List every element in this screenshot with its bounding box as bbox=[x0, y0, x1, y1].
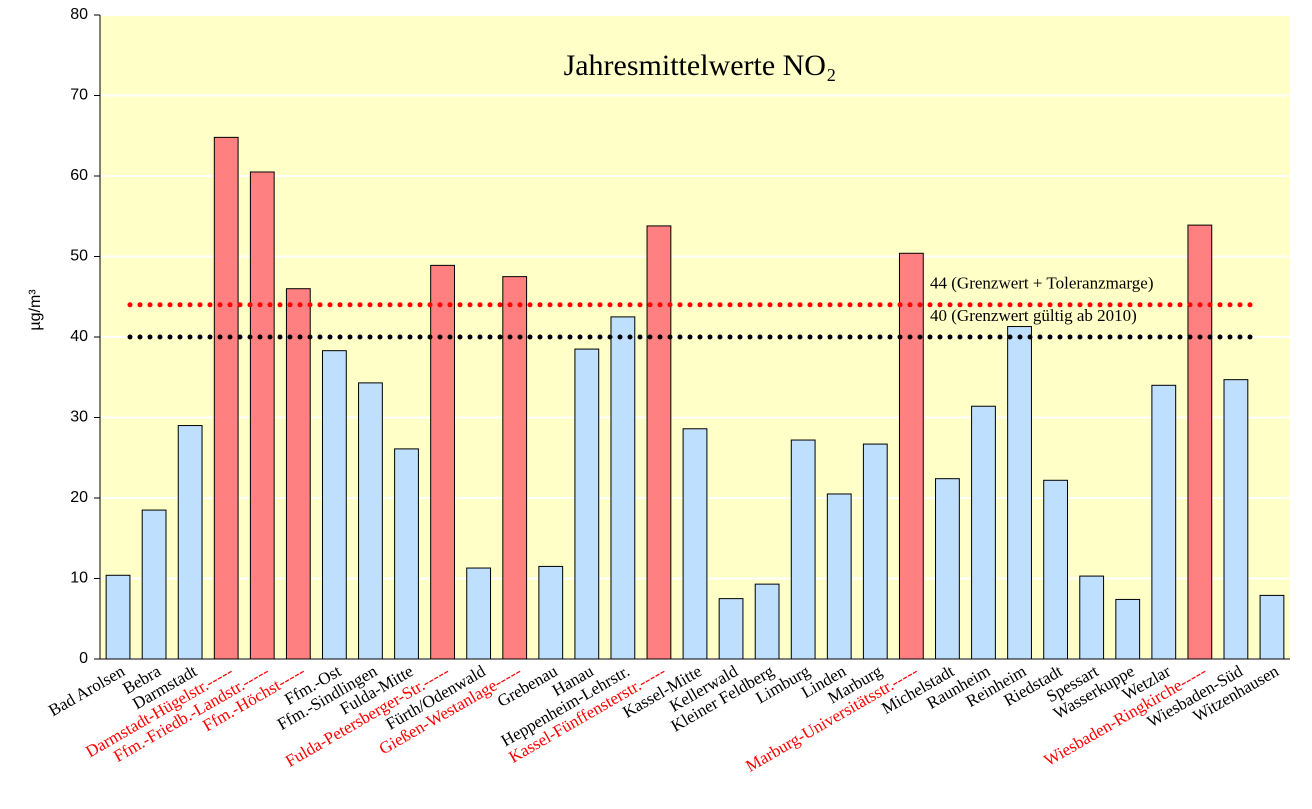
bar bbox=[430, 264, 455, 660]
bar bbox=[574, 348, 600, 660]
bar bbox=[1115, 598, 1141, 660]
bar bbox=[358, 382, 383, 660]
bar bbox=[285, 288, 311, 660]
bar bbox=[935, 478, 960, 660]
bar bbox=[898, 252, 924, 660]
bar bbox=[105, 574, 131, 660]
bar bbox=[1259, 594, 1285, 660]
x-tick-label: Bad Arolsen bbox=[45, 661, 128, 720]
chart-title: Jahresmittelwerte NO₂ bbox=[564, 49, 837, 82]
bar bbox=[1043, 479, 1069, 660]
bar bbox=[177, 425, 203, 660]
y-axis-label: µg/m³ bbox=[27, 289, 44, 331]
reference-label: 40 (Grenzwert gültig ab 2010) bbox=[930, 306, 1137, 325]
bar bbox=[502, 276, 528, 660]
y-tick-label: 40 bbox=[70, 328, 88, 345]
bar bbox=[971, 405, 996, 660]
bar bbox=[1151, 384, 1177, 660]
bar bbox=[718, 598, 744, 660]
y-tick-label: 60 bbox=[70, 167, 88, 184]
y-tick-label: 70 bbox=[70, 87, 88, 104]
y-tick-label: 20 bbox=[70, 489, 88, 506]
bar bbox=[1223, 379, 1249, 660]
bar bbox=[1007, 326, 1032, 660]
y-tick-label: 10 bbox=[70, 570, 88, 587]
bar bbox=[213, 136, 239, 660]
y-tick-label: 80 bbox=[70, 6, 88, 23]
bar bbox=[826, 493, 852, 660]
bar bbox=[249, 171, 275, 660]
bar bbox=[321, 350, 347, 660]
bar bbox=[682, 428, 708, 660]
y-tick-label: 0 bbox=[79, 650, 88, 667]
bar bbox=[538, 565, 564, 660]
bar bbox=[790, 439, 816, 660]
bar bbox=[754, 583, 780, 660]
bar bbox=[610, 316, 636, 660]
y-tick-label: 30 bbox=[70, 409, 88, 426]
y-tick-label: 50 bbox=[70, 248, 88, 265]
bar bbox=[141, 509, 167, 660]
bar bbox=[1079, 575, 1105, 660]
bar bbox=[1187, 224, 1213, 660]
bar bbox=[394, 448, 419, 660]
bar bbox=[466, 567, 492, 660]
bar bbox=[862, 443, 888, 660]
reference-label: 44 (Grenzwert + Toleranzmarge) bbox=[930, 274, 1153, 293]
bar bbox=[646, 225, 672, 660]
